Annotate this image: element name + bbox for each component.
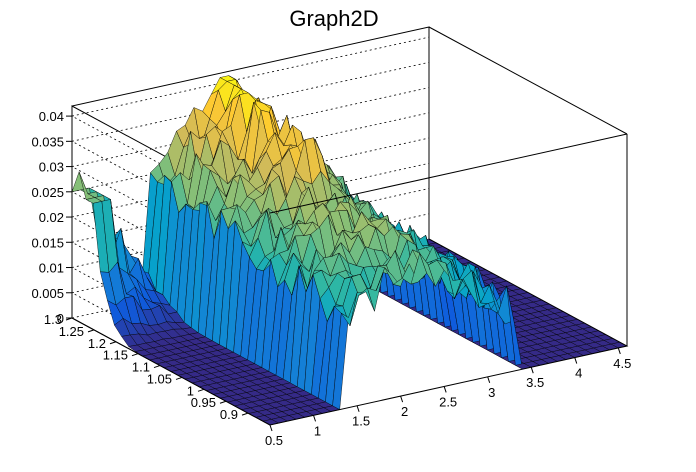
y-axis: 0.9 0.951 1.051.1 1.151.2 1.251.3 [44,312,249,422]
x-tick-label: 4 [575,366,582,381]
x-tick [400,395,404,403]
x-tick [617,347,621,355]
x-tick [269,424,273,432]
x-axis: 0.5 1 1.5 2 2.5 3 3.5 4 4.5 [265,347,631,448]
y-tick-label: 0.95 [191,395,216,410]
y-tick-label: 0.9 [220,407,238,422]
z-tick-label: 0 [57,311,64,326]
z-tick-label: 0.04 [39,109,64,124]
x-tick-label: 2 [401,404,408,419]
x-tick-label: 2.5 [439,394,457,409]
z-tick-label: 0.01 [39,261,64,276]
x-tick-label: 4.5 [613,356,631,371]
z-tick-label: 0.015 [31,235,64,250]
top-right-edge [428,26,628,135]
top-front-edge [269,133,628,214]
x-tick-label: 0.5 [265,433,283,448]
y-tick [241,412,249,416]
z-tick-label: 0.035 [31,134,64,149]
y-tick [197,388,205,392]
x-tick [313,415,317,422]
y-tick [87,329,95,333]
y-tick-label: 1.25 [59,324,84,339]
y-tick-label: 1.2 [88,336,106,351]
z-tick-label: 0.005 [31,286,64,301]
x-tick-label: 1 [314,423,321,438]
z-tick-label: 0.03 [39,160,64,175]
y-tick [153,365,161,369]
y-tick-label: 1 [187,383,194,398]
x-tick [574,357,578,364]
z-tick-label: 0.02 [39,210,64,225]
x-tick-label: 1.5 [352,414,370,429]
y-tick-label: 1.15 [103,348,128,363]
x-tick [487,376,491,383]
y-tick-label: 1.1 [132,360,150,375]
x-tick-label: 3.5 [526,375,544,390]
plot-frame [71,26,629,426]
y-tick [175,376,183,380]
y-tick-label: 1.3 [44,312,62,327]
z-axis: 0 0.005 0.01 0.015 0.02 0.025 0.03 0.035 0.04 [31,106,73,326]
x-tick-label: 3 [488,385,495,400]
x-tick [530,367,534,374]
chart-title: Graph2D [289,6,378,31]
surface-mesh [71,75,628,426]
x-tick [443,386,447,393]
y-tick [109,341,117,345]
z-tick-label: 0.025 [31,185,64,200]
y-tick [131,353,139,357]
x-tick [356,405,360,412]
y-tick [219,400,227,404]
y-tick-label: 1.05 [147,371,172,386]
floor-front-edge [71,238,629,426]
